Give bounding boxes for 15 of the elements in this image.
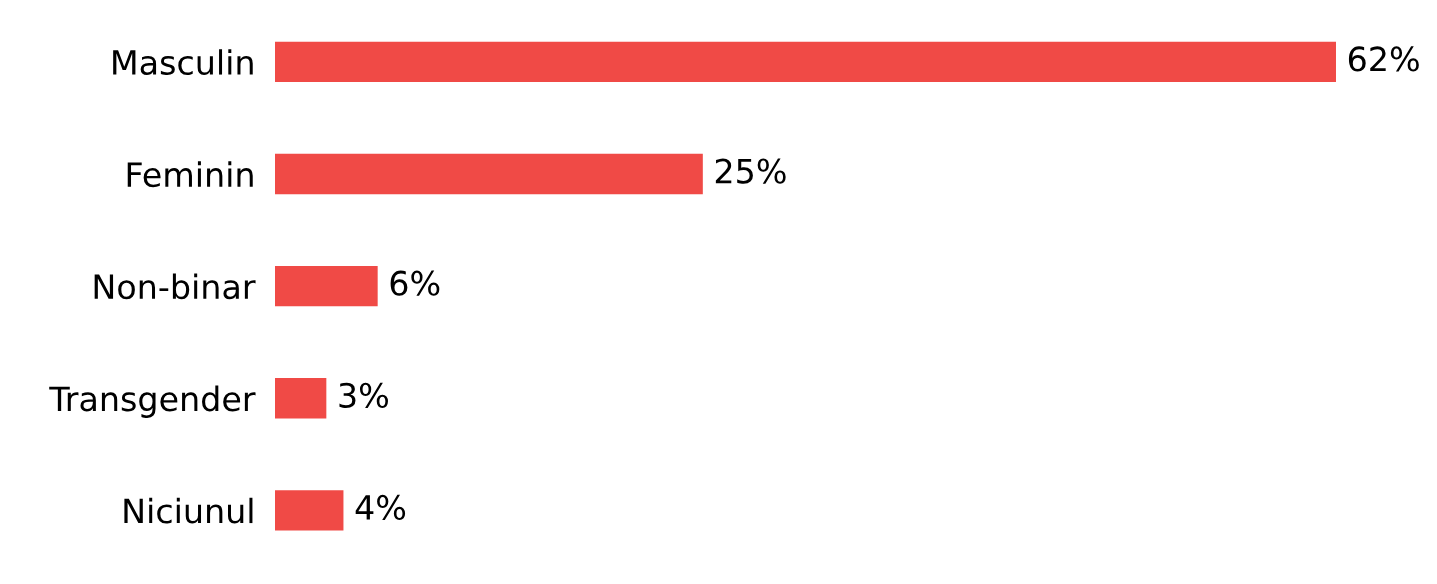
bar (275, 378, 327, 419)
data-label: 4% (355, 494, 406, 521)
bar (275, 153, 703, 195)
bar (275, 490, 344, 531)
y-tick-label: Niciunul (124, 497, 253, 524)
y-tick-label: Non-binar (94, 273, 256, 300)
y-tick-label: Masculin (113, 49, 253, 76)
bar (275, 265, 378, 307)
data-label: 62% (1348, 46, 1419, 72)
data-label: 25% (715, 158, 786, 184)
y-tick-label: Transgender (49, 385, 256, 418)
data-label: 3% (339, 382, 388, 408)
bar (275, 41, 1336, 83)
y-tick-label: Feminin (127, 161, 253, 188)
data-label: 6% (390, 270, 440, 296)
